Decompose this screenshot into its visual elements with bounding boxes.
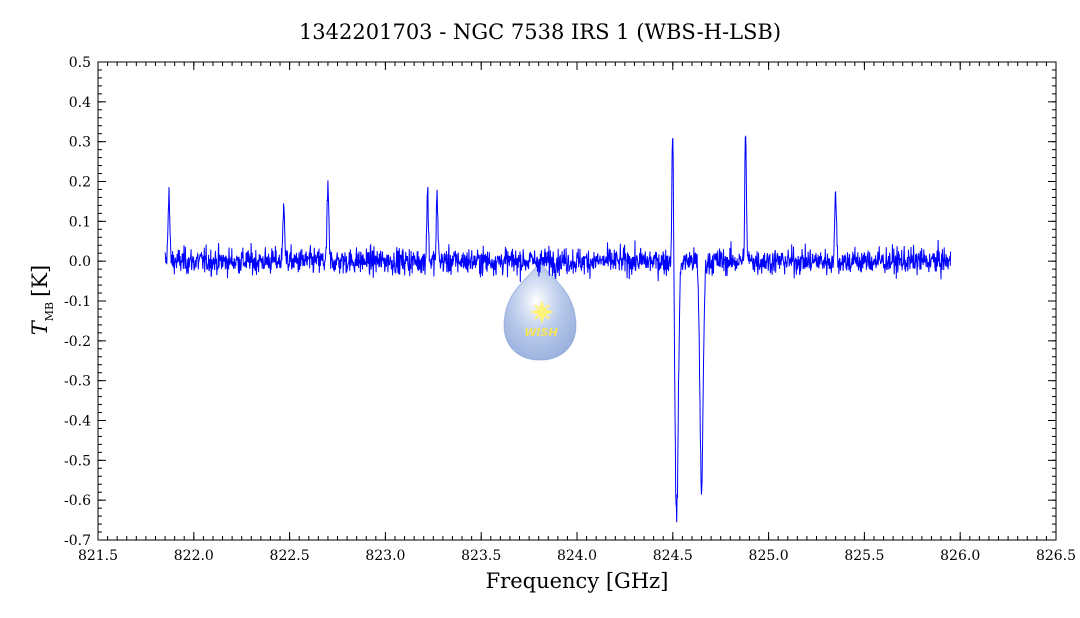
y-axis-ticks: 0.5 0.4 0.3 0.2 0.1 0.0 -0.1 -0.2 -0.3 -0.4 -0.5 -0…	[64, 55, 1056, 549]
y-tick-label: 0.1	[69, 214, 91, 230]
y-tick-label: -0.3	[64, 374, 91, 390]
x-tick-label: 822.0	[174, 548, 214, 564]
y-tick-label: -0.7	[64, 533, 91, 549]
x-tick-label: 824.5	[653, 548, 693, 564]
x-tick-label: 825.0	[749, 548, 789, 564]
y-tick-label: 0.4	[69, 95, 91, 111]
y-tick-label: -0.6	[64, 493, 91, 509]
y-tick-label: -0.4	[64, 414, 91, 430]
y-tick-label: 0.5	[69, 55, 91, 71]
y-axis-label: TMB [K]	[28, 265, 56, 335]
x-axis-ticks: 821.5 822.0 822.5 823.0 823.5 824.0 824.5 825.0…	[78, 62, 1076, 564]
x-tick-label: 826.5	[1036, 548, 1076, 564]
svg-text:TMB[K]: TMB [K]	[28, 265, 56, 335]
y-tick-label: 0.3	[69, 135, 91, 151]
y-label-unit: [K]	[28, 265, 52, 297]
y-tick-label: -0.1	[64, 294, 91, 310]
y-tick-label: 0.2	[69, 175, 91, 191]
x-axis-label: Frequency [GHz]	[486, 569, 669, 593]
chart-title: 1342201703 - NGC 7538 IRS 1 (WBS-H-LSB)	[299, 20, 781, 44]
x-tick-label: 823.0	[365, 548, 405, 564]
plot-frame	[97, 61, 1057, 541]
x-tick-label: 824.0	[557, 548, 597, 564]
x-tick-label: 825.5	[844, 548, 884, 564]
y-tick-label: 0.0	[69, 254, 91, 270]
x-tick-label: 826.0	[940, 548, 980, 564]
y-tick-label: -0.5	[64, 453, 91, 469]
spectrum-series	[164, 135, 952, 523]
x-tick-label: 823.5	[461, 548, 501, 564]
x-tick-label: 821.5	[78, 548, 118, 564]
svg-text:WISH: WISH	[524, 326, 557, 339]
x-tick-label: 822.5	[270, 548, 310, 564]
wish-logo-watermark: WISH	[503, 261, 577, 361]
y-label-main: T	[28, 319, 52, 335]
y-tick-label: -0.2	[64, 334, 91, 350]
y-label-sub: MB	[43, 302, 56, 321]
star-icon	[530, 300, 554, 324]
